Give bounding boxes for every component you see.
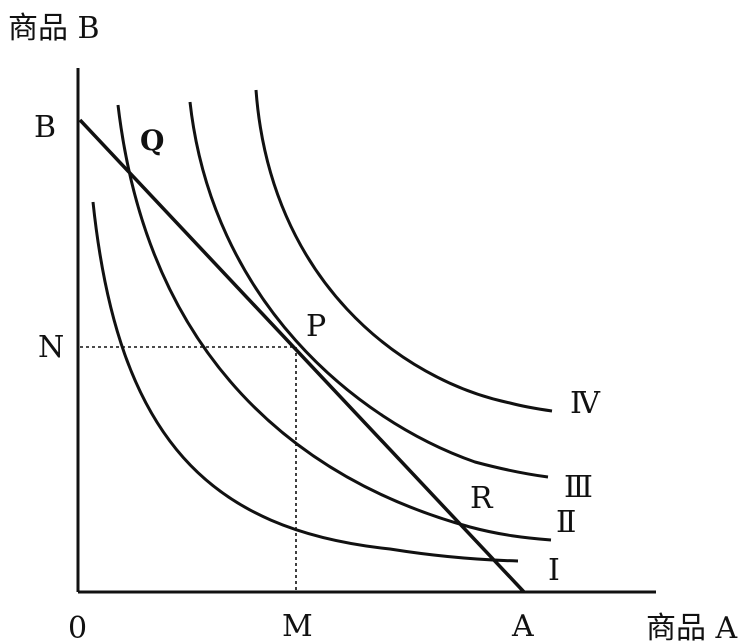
curve-label-4: Ⅳ <box>570 386 601 421</box>
indifference-curve-2 <box>116 104 552 542</box>
point-label-r: R <box>470 481 494 516</box>
indifference-curve-3 <box>188 101 549 479</box>
origin-label: 0 <box>68 611 87 643</box>
budget-intercept-x-label: A <box>511 609 534 643</box>
curve-label-1: Ⅰ <box>548 553 560 588</box>
curve-label-3: Ⅲ <box>564 470 593 505</box>
y-axis-title: 商品 B <box>8 11 100 46</box>
budget-line <box>78 118 526 594</box>
indifference-curve-1 <box>91 201 519 563</box>
point-label-p: P <box>306 309 326 344</box>
budget-intercept-y-label: B <box>34 110 56 145</box>
point-label-q: Q <box>140 124 164 157</box>
guide-label-n: N <box>38 330 64 365</box>
x-axis-title: 商品 A <box>646 611 738 643</box>
curve-label-2: Ⅱ <box>556 505 576 540</box>
guide-label-m: M <box>282 609 313 643</box>
indifference-curve-4 <box>254 89 553 413</box>
